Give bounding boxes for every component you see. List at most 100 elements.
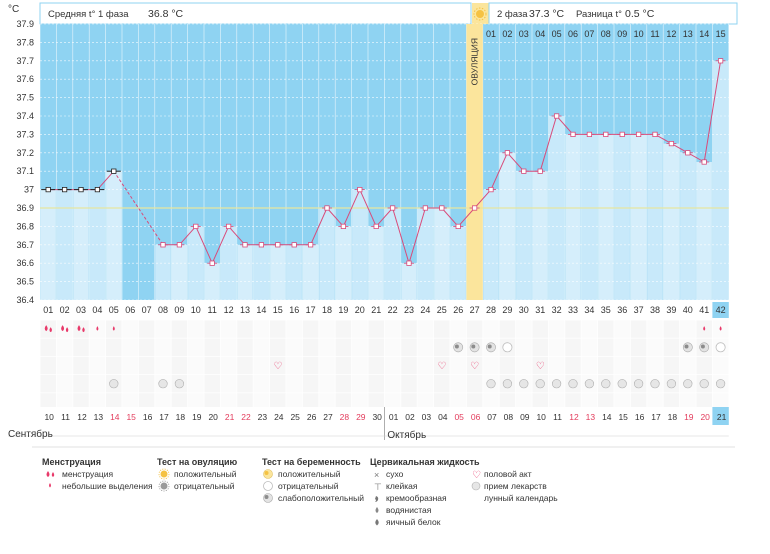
temperature-point xyxy=(225,223,232,229)
symptom-cell xyxy=(532,393,548,411)
symptom-cell xyxy=(188,375,204,393)
symptom-cell xyxy=(319,338,335,356)
temperature-point xyxy=(176,242,182,248)
y-tick-label: 37.7 xyxy=(16,56,34,66)
temperature-bar xyxy=(532,171,548,300)
temperature-bar xyxy=(516,171,532,300)
pill-icon xyxy=(109,379,119,389)
temperature-bar xyxy=(565,134,581,300)
spotting-drop-icon xyxy=(49,483,51,488)
temperature-segment xyxy=(687,152,705,163)
symptom-cell xyxy=(220,320,237,338)
temperature-bar xyxy=(712,60,729,300)
symptom-cell xyxy=(548,393,565,411)
month-label-october: Октябрь xyxy=(387,429,426,441)
temperature-segment xyxy=(703,60,722,163)
symptom-cell xyxy=(237,338,253,356)
cycle-day-label: 41 xyxy=(699,305,709,315)
symptom-cell xyxy=(204,393,220,411)
phase2-day-label: 12 xyxy=(666,29,676,39)
date-label: 03 xyxy=(422,412,432,422)
temperature-segment xyxy=(392,207,410,264)
symptom-cell xyxy=(40,356,56,375)
dry-icon: × xyxy=(374,470,379,480)
symptom-cell xyxy=(401,320,417,338)
cycle-day-label: 24 xyxy=(420,305,430,315)
pill-icon xyxy=(683,379,693,389)
symptom-cell xyxy=(106,393,122,411)
symptom-cell xyxy=(466,356,483,375)
pill-icon xyxy=(486,379,496,389)
symptom-cell xyxy=(319,320,335,338)
ovulation-column xyxy=(466,24,483,300)
symptom-cell xyxy=(548,320,565,338)
cycle-day-label: 40 xyxy=(683,305,693,315)
symptom-cell xyxy=(253,375,270,393)
cycle-day-label: 21 xyxy=(371,305,381,315)
temperature-point xyxy=(455,223,461,229)
cycle-day-label: 08 xyxy=(158,305,168,315)
temperature-point xyxy=(373,223,379,229)
today-day-cell xyxy=(712,302,729,318)
plot-area: 37.9 37.8 37.7 37.6 37.5 37.4 37.3 37.2 37.1 37 36… xyxy=(16,19,730,305)
symptom-cell xyxy=(532,320,548,338)
date-label: 27 xyxy=(323,412,333,422)
cycle-day-label: 32 xyxy=(552,305,562,315)
symptom-cell xyxy=(237,320,253,338)
symptom-cell xyxy=(647,393,663,411)
date-label: 20 xyxy=(208,412,218,422)
date-label: 10 xyxy=(536,412,546,422)
symptom-cell xyxy=(417,320,434,338)
symptom-cell xyxy=(171,320,188,338)
date-rows: 10 11 12 13 14 15 16 17 18 19 20 21 22 23 24 25 26 27 28 29… xyxy=(8,407,729,441)
temperature-bar xyxy=(663,143,680,300)
temperature-segment xyxy=(342,189,361,227)
cycle-day-row xyxy=(40,302,729,318)
pregnancy-weak-dot xyxy=(684,344,689,349)
symptom-cell xyxy=(270,375,286,393)
symptom-cell xyxy=(516,338,532,356)
pill-icon xyxy=(174,379,184,389)
pill-icon xyxy=(471,481,481,491)
date-label: 28 xyxy=(340,412,350,422)
date-label: 22 xyxy=(241,412,251,422)
date-label: 06 xyxy=(471,412,481,422)
today-date-cell xyxy=(712,407,729,425)
temperature-bar xyxy=(188,226,204,300)
heart-icon: ♡ xyxy=(470,361,479,372)
date-label: 30 xyxy=(372,412,382,422)
symptom-cell xyxy=(434,320,450,338)
symptom-cell xyxy=(368,356,384,375)
symptom-cell xyxy=(352,338,368,356)
symptom-cell xyxy=(368,393,384,411)
temperature-bar xyxy=(680,152,696,300)
symptom-cell xyxy=(384,375,401,393)
temperature-point xyxy=(718,58,724,64)
ovulation-positive-icon xyxy=(158,468,170,480)
symptom-cell xyxy=(286,393,302,411)
date-label: 01 xyxy=(389,412,399,422)
date-label: 09 xyxy=(520,412,530,422)
symptom-cell xyxy=(56,356,73,375)
cycle-day-label: 30 xyxy=(519,305,529,315)
symptom-cell xyxy=(712,356,729,375)
spotting-icon xyxy=(96,326,99,331)
symptom-cell xyxy=(286,356,302,375)
y-tick-label: 37.5 xyxy=(16,93,34,103)
menstruation-icon xyxy=(61,325,69,333)
phase2-day-label: 01 xyxy=(486,29,496,39)
symptom-cell xyxy=(237,393,253,411)
symptom-cell xyxy=(335,393,352,411)
symptom-cell xyxy=(581,320,598,338)
temperature-segment xyxy=(375,207,393,227)
symptom-cell xyxy=(466,375,483,393)
temperature-point xyxy=(209,260,215,266)
temperature-bar xyxy=(434,208,450,300)
temperature-point xyxy=(488,186,494,193)
pregnancy-negative-icon xyxy=(715,342,726,353)
menstruation-icon xyxy=(77,325,85,333)
phase2-day-label: 03 xyxy=(519,29,529,39)
temperature-bar xyxy=(384,208,401,300)
symptom-cell xyxy=(270,338,286,356)
